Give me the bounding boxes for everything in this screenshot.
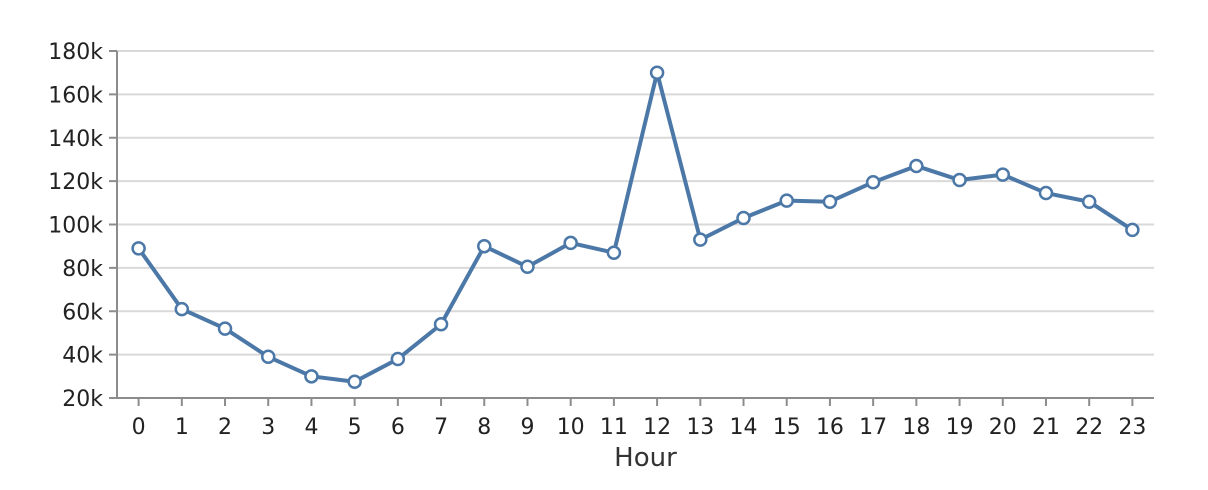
x-tick-label: 7 <box>434 415 448 440</box>
data-point <box>260 349 276 365</box>
data-point <box>520 259 535 275</box>
x-tick-label: 17 <box>859 415 887 440</box>
y-tick-label: 20k <box>62 387 103 412</box>
data-point <box>1081 194 1097 209</box>
data-point <box>477 238 492 254</box>
x-tick-label: 18 <box>902 415 930 440</box>
data-point <box>217 321 233 336</box>
x-axis-title: Hour <box>614 443 677 473</box>
series-group <box>131 65 1140 389</box>
y-axis-ticks: 20k 40k 60k 80k 100k 120k 140k 160k 180k <box>48 40 118 412</box>
data-point <box>693 232 708 247</box>
data-point <box>174 301 190 317</box>
data-point <box>1125 222 1140 238</box>
data-point <box>952 172 967 188</box>
y-tick-label: 180k <box>48 40 103 65</box>
x-tick-label: 21 <box>1032 415 1060 440</box>
x-tick-label: 3 <box>261 415 275 440</box>
data-point <box>995 167 1011 182</box>
data-point <box>347 374 362 389</box>
data-point <box>390 351 406 367</box>
x-tick-label: 20 <box>989 415 1017 440</box>
x-tick-label: 14 <box>730 415 758 440</box>
x-tick-label: 13 <box>686 415 714 440</box>
data-point <box>779 193 794 208</box>
y-tick-label: 100k <box>48 214 103 239</box>
series-line <box>136 70 1134 384</box>
data-point <box>822 194 838 209</box>
x-tick-label: 10 <box>557 415 585 440</box>
x-tick-label: 0 <box>132 415 146 440</box>
data-point <box>865 174 881 190</box>
x-tick-label: 19 <box>946 415 974 440</box>
data-point <box>433 317 449 332</box>
x-tick-label: 11 <box>600 415 628 440</box>
y-tick-label: 60k <box>62 300 103 325</box>
x-tick-label: 15 <box>773 415 801 440</box>
x-tick-label: 6 <box>391 415 405 440</box>
data-point <box>304 369 319 384</box>
y-tick-label: 160k <box>48 83 103 108</box>
data-point <box>131 241 146 256</box>
data-point <box>649 65 665 80</box>
x-tick-label: 2 <box>218 415 232 440</box>
y-tick-label: 40k <box>62 344 103 369</box>
data-point <box>909 158 924 174</box>
x-tick-label: 5 <box>348 415 362 440</box>
x-tick-label: 9 <box>520 415 534 440</box>
x-tick-label: 22 <box>1075 415 1103 440</box>
y-tick-label: 140k <box>48 127 103 152</box>
x-tick-label: 4 <box>304 415 318 440</box>
data-point <box>563 235 578 251</box>
x-tick-label: 23 <box>1118 415 1146 440</box>
y-tick-label: 120k <box>48 170 103 195</box>
x-tick-label: 16 <box>816 415 844 440</box>
data-point <box>1038 185 1054 201</box>
x-axis: 0 1 2 3 4 5 6 7 8 9 10 11 12 13 14 15 16 17 18 19 20 21 22 23 <box>117 397 1154 440</box>
data-point <box>736 210 751 226</box>
y-gridlines <box>117 50 1154 399</box>
x-tick-label: 12 <box>643 415 671 440</box>
data-point <box>606 245 622 260</box>
y-tick-label: 80k <box>62 257 103 282</box>
x-tick-label: 8 <box>477 415 491 440</box>
x-tick-label: 1 <box>175 415 189 440</box>
